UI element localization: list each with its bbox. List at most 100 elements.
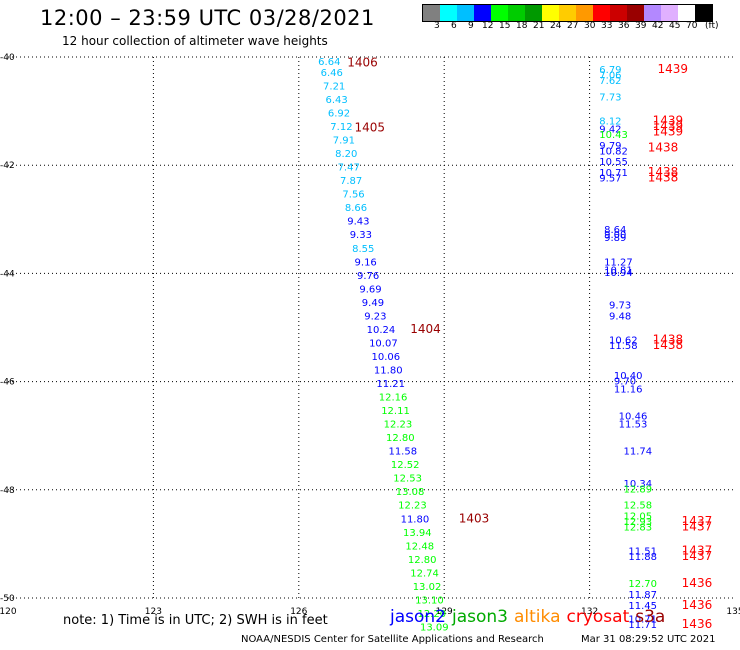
color-swatch: [440, 5, 457, 21]
wave-height-point: 10.06: [372, 352, 401, 363]
wave-height-point: 12.23: [384, 420, 413, 431]
color-swatch: [542, 5, 559, 21]
satellite-legend: jason2 jason3 altika cryosat s3a: [390, 607, 671, 627]
wave-height-point: 10.82: [599, 146, 628, 157]
wave-height-point: 10.71: [599, 168, 628, 179]
color-scale-label: 18: [516, 21, 528, 31]
time-label: 1439: [653, 124, 684, 138]
wave-height-point: 11.58: [609, 341, 638, 352]
wave-height-point: 9.33: [350, 230, 372, 241]
wave-height-point: 9.48: [609, 311, 631, 322]
color-scale-label: 70: [686, 21, 698, 31]
wave-height-point: 9.42: [599, 125, 621, 136]
wave-height-point: 9.57: [599, 173, 621, 184]
time-label: 1437: [682, 544, 713, 558]
color-scale-label: 3: [434, 21, 440, 31]
wave-height-point: 9.73: [609, 301, 631, 312]
time-label: 1438: [653, 333, 684, 347]
color-swatch: [508, 5, 525, 21]
wave-height-point: 12.16: [379, 393, 408, 404]
y-tick-label: -48: [0, 486, 15, 496]
time-label: 1405: [355, 121, 386, 135]
wave-height-point: 10.24: [367, 325, 396, 336]
color-scale-label: 30: [584, 21, 596, 31]
wave-height-point: 7.87: [340, 176, 362, 187]
wave-height-point: 13.08: [396, 487, 425, 498]
wave-height-point: 9.79: [599, 141, 621, 152]
wave-height-point: 8.12: [599, 117, 621, 128]
color-swatch: [559, 5, 576, 21]
wave-height-point: 12.83: [624, 522, 653, 533]
time-label: 1436: [682, 576, 713, 590]
wave-height-point: 9.89: [604, 233, 626, 244]
color-scale-label: 12: [482, 21, 494, 31]
y-tick-label: -42: [0, 161, 15, 171]
wave-height-point: 9.43: [347, 217, 369, 228]
color-swatch: [474, 5, 491, 21]
footer-note: note: 1) Time is in UTC; 2) SWH is in fe…: [63, 613, 328, 628]
wave-height-point: 10.34: [624, 479, 653, 490]
wave-height-point: 7.73: [599, 92, 621, 103]
wave-height-point: 10.81: [604, 265, 633, 276]
x-tick-label: 132: [581, 607, 598, 617]
wave-height-point: 11.16: [614, 384, 643, 395]
wave-height-point: 7.12: [330, 122, 352, 133]
chart-subtitle: 12 hour collection of altimeter wave hei…: [62, 34, 328, 48]
color-swatch: [423, 5, 440, 21]
color-swatch: [661, 5, 678, 21]
color-scale-label: 21: [533, 21, 545, 31]
color-swatch: [678, 5, 695, 21]
time-label: 1406: [347, 56, 378, 70]
wave-height-point: 7.21: [323, 81, 345, 92]
wave-height-point: 12.48: [405, 541, 434, 552]
wave-height-point: 8.66: [345, 203, 367, 214]
wave-height-point: 6.43: [325, 95, 347, 106]
y-tick-label: -40: [0, 53, 15, 63]
wave-height-point: 7.62: [599, 76, 621, 87]
time-label: 1404: [410, 322, 441, 336]
color-swatch: [576, 5, 593, 21]
time-label: 1439: [653, 119, 684, 133]
wave-height-point: 6.64: [318, 57, 340, 68]
satellite-legend-item: s3a: [635, 607, 666, 627]
y-tick-label: -50: [0, 594, 15, 604]
satellite-legend-item: jason3: [452, 607, 508, 627]
wave-height-point: 11.87: [628, 590, 657, 601]
wave-height-point: 12.93: [624, 517, 653, 528]
wave-height-point: 11.21: [376, 379, 405, 390]
x-tick-label: 120: [0, 607, 17, 617]
x-tick-label: 126: [290, 607, 307, 617]
wave-height-point: 11.80: [401, 514, 430, 525]
wave-height-point: 12.23: [398, 501, 427, 512]
time-label: 1437: [682, 519, 713, 533]
wave-height-point: 10.62: [609, 336, 638, 347]
wave-height-point: 13.94: [403, 528, 432, 539]
wave-height-point: 11.45: [628, 601, 657, 612]
wave-height-point: 13.02: [413, 582, 442, 593]
satellite-legend-item: cryosat: [566, 607, 630, 627]
wave-height-point: 9.70: [614, 376, 636, 387]
wave-height-point: 7.47: [338, 163, 360, 174]
color-swatch: [695, 5, 712, 21]
x-tick-label: 123: [145, 607, 162, 617]
satellite-legend-item: jason2: [390, 607, 446, 627]
color-scale-label: 15: [499, 21, 511, 31]
x-tick-label: 135: [726, 607, 740, 617]
x-tick-label: 129: [436, 607, 453, 617]
wave-height-point: 9.69: [359, 284, 381, 295]
wave-height-point: 7.56: [342, 190, 364, 201]
color-swatch: [593, 5, 610, 21]
wave-height-point: 9.49: [362, 298, 384, 309]
color-swatch: [491, 5, 508, 21]
wave-height-point: 12.52: [391, 460, 420, 471]
wave-height-point: 10.94: [604, 268, 633, 279]
wave-height-point: 11.80: [374, 365, 403, 376]
wave-height-point: 6.46: [321, 68, 343, 79]
wave-height-point: 10.43: [599, 130, 628, 141]
wave-height-point: 11.71: [628, 620, 657, 631]
wave-height-point: 12.74: [410, 568, 439, 579]
wave-height-point: 12.80: [408, 555, 437, 566]
color-scale-label: 9: [468, 21, 474, 31]
wave-height-point: 12.89: [624, 485, 653, 496]
